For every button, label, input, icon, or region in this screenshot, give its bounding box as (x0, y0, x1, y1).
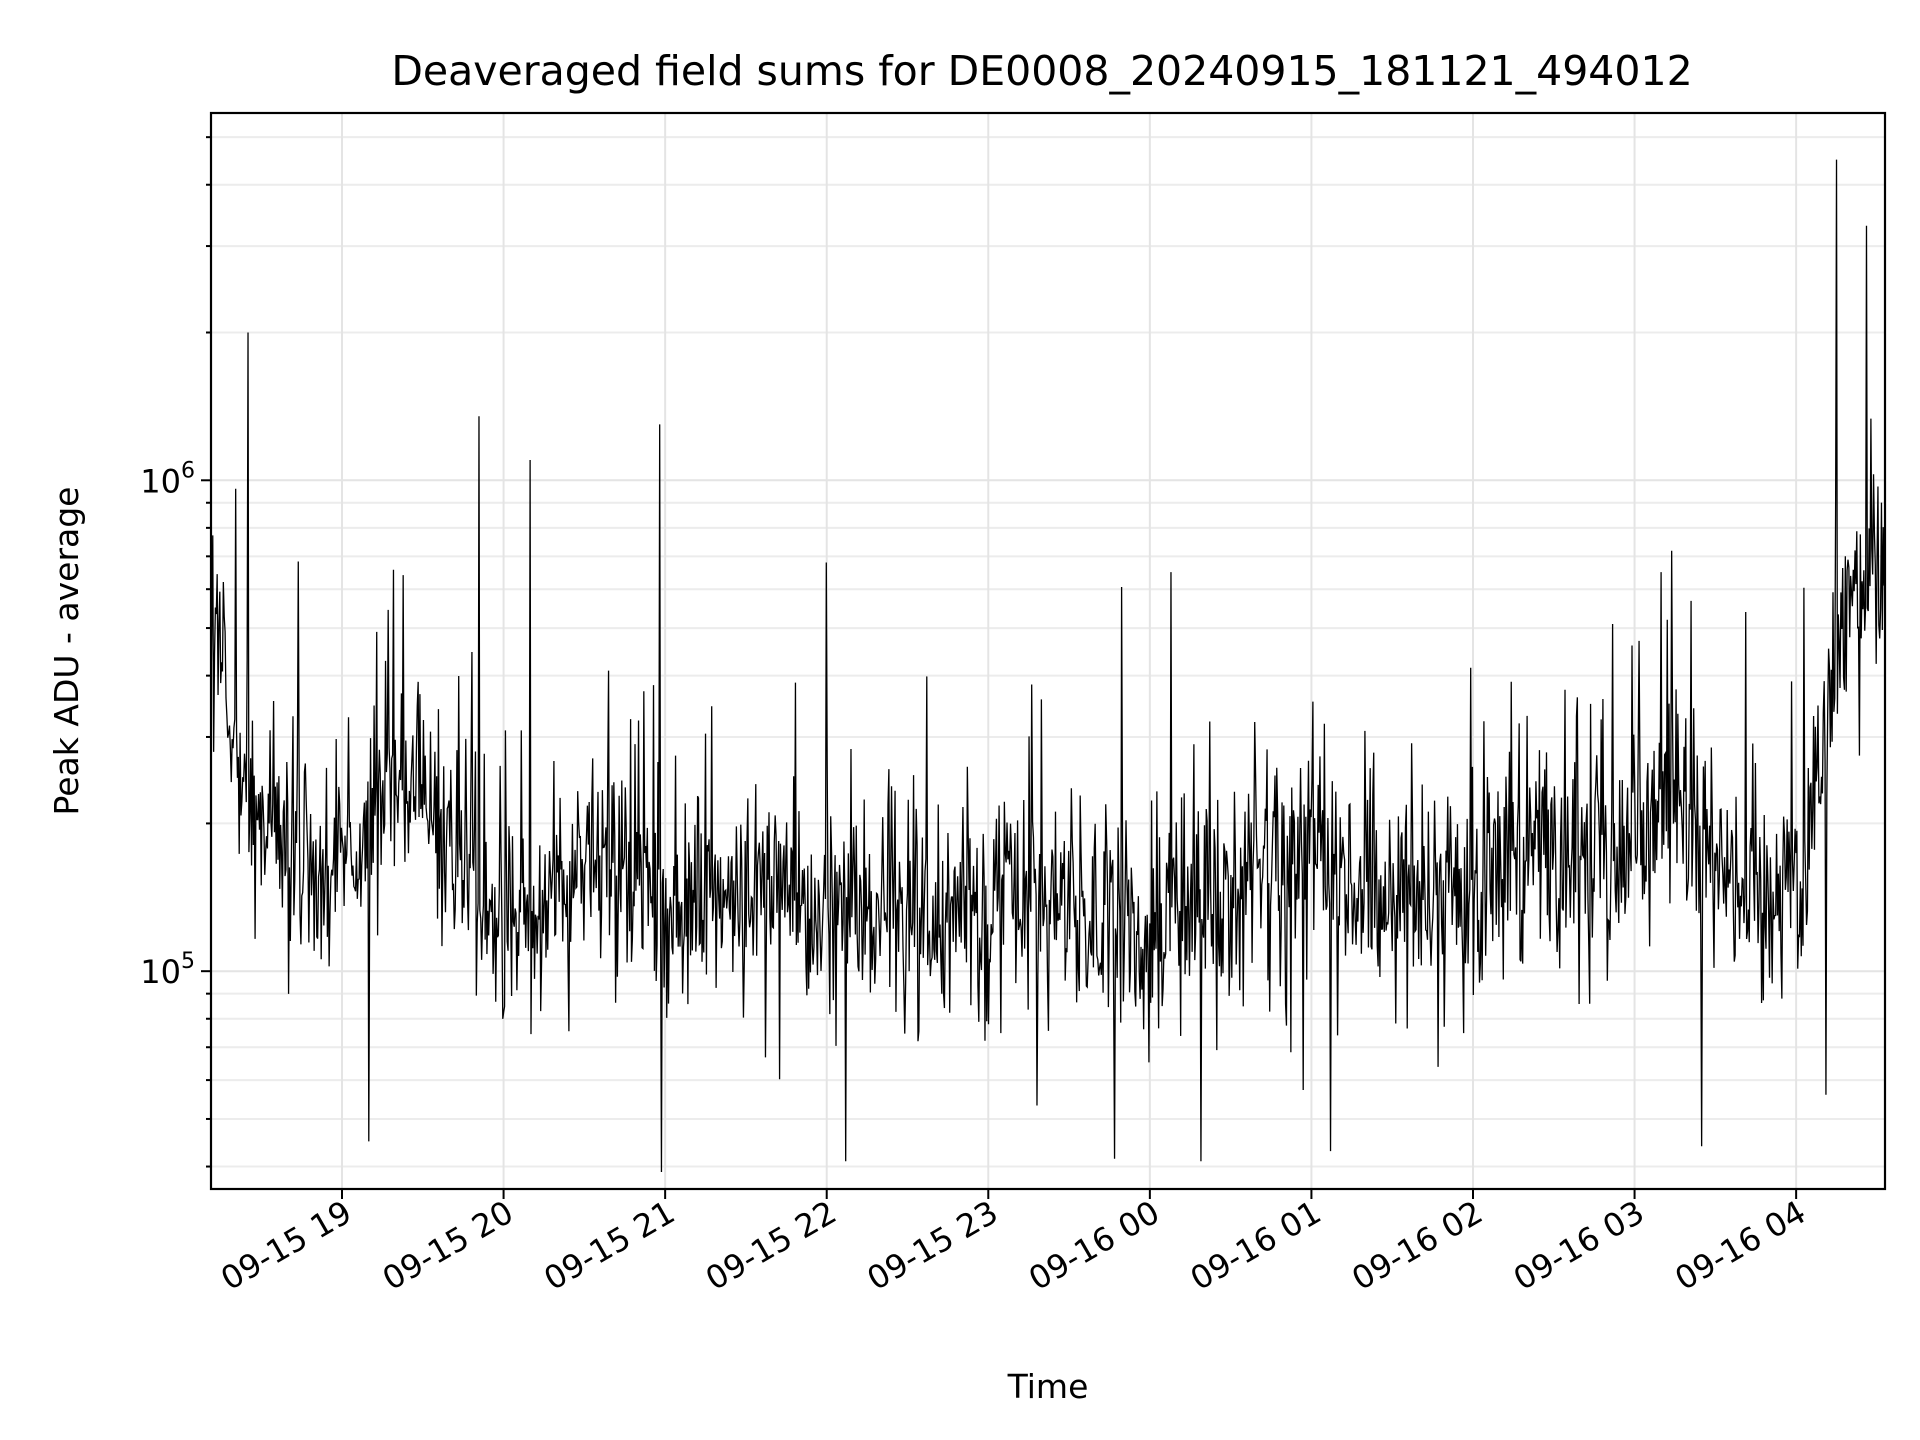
series-group (210, 159, 1886, 1172)
y-tick-base: 10 (140, 462, 181, 500)
axes-frame (209, 111, 1887, 1191)
y-axis-label: Peak ADU - average (47, 487, 86, 816)
y-tick-exponent: 5 (181, 949, 195, 974)
y-tick-label: 106 (140, 458, 195, 500)
x-axis-label: Time (1007, 1367, 1089, 1406)
chart-title: Deaveraged field sums for DE0008_2024091… (391, 47, 1692, 95)
y-tick-exponent: 6 (181, 458, 195, 483)
series-line (210, 159, 1886, 1172)
y-tick-base: 10 (140, 953, 181, 991)
y-tick-label: 105 (140, 949, 195, 991)
